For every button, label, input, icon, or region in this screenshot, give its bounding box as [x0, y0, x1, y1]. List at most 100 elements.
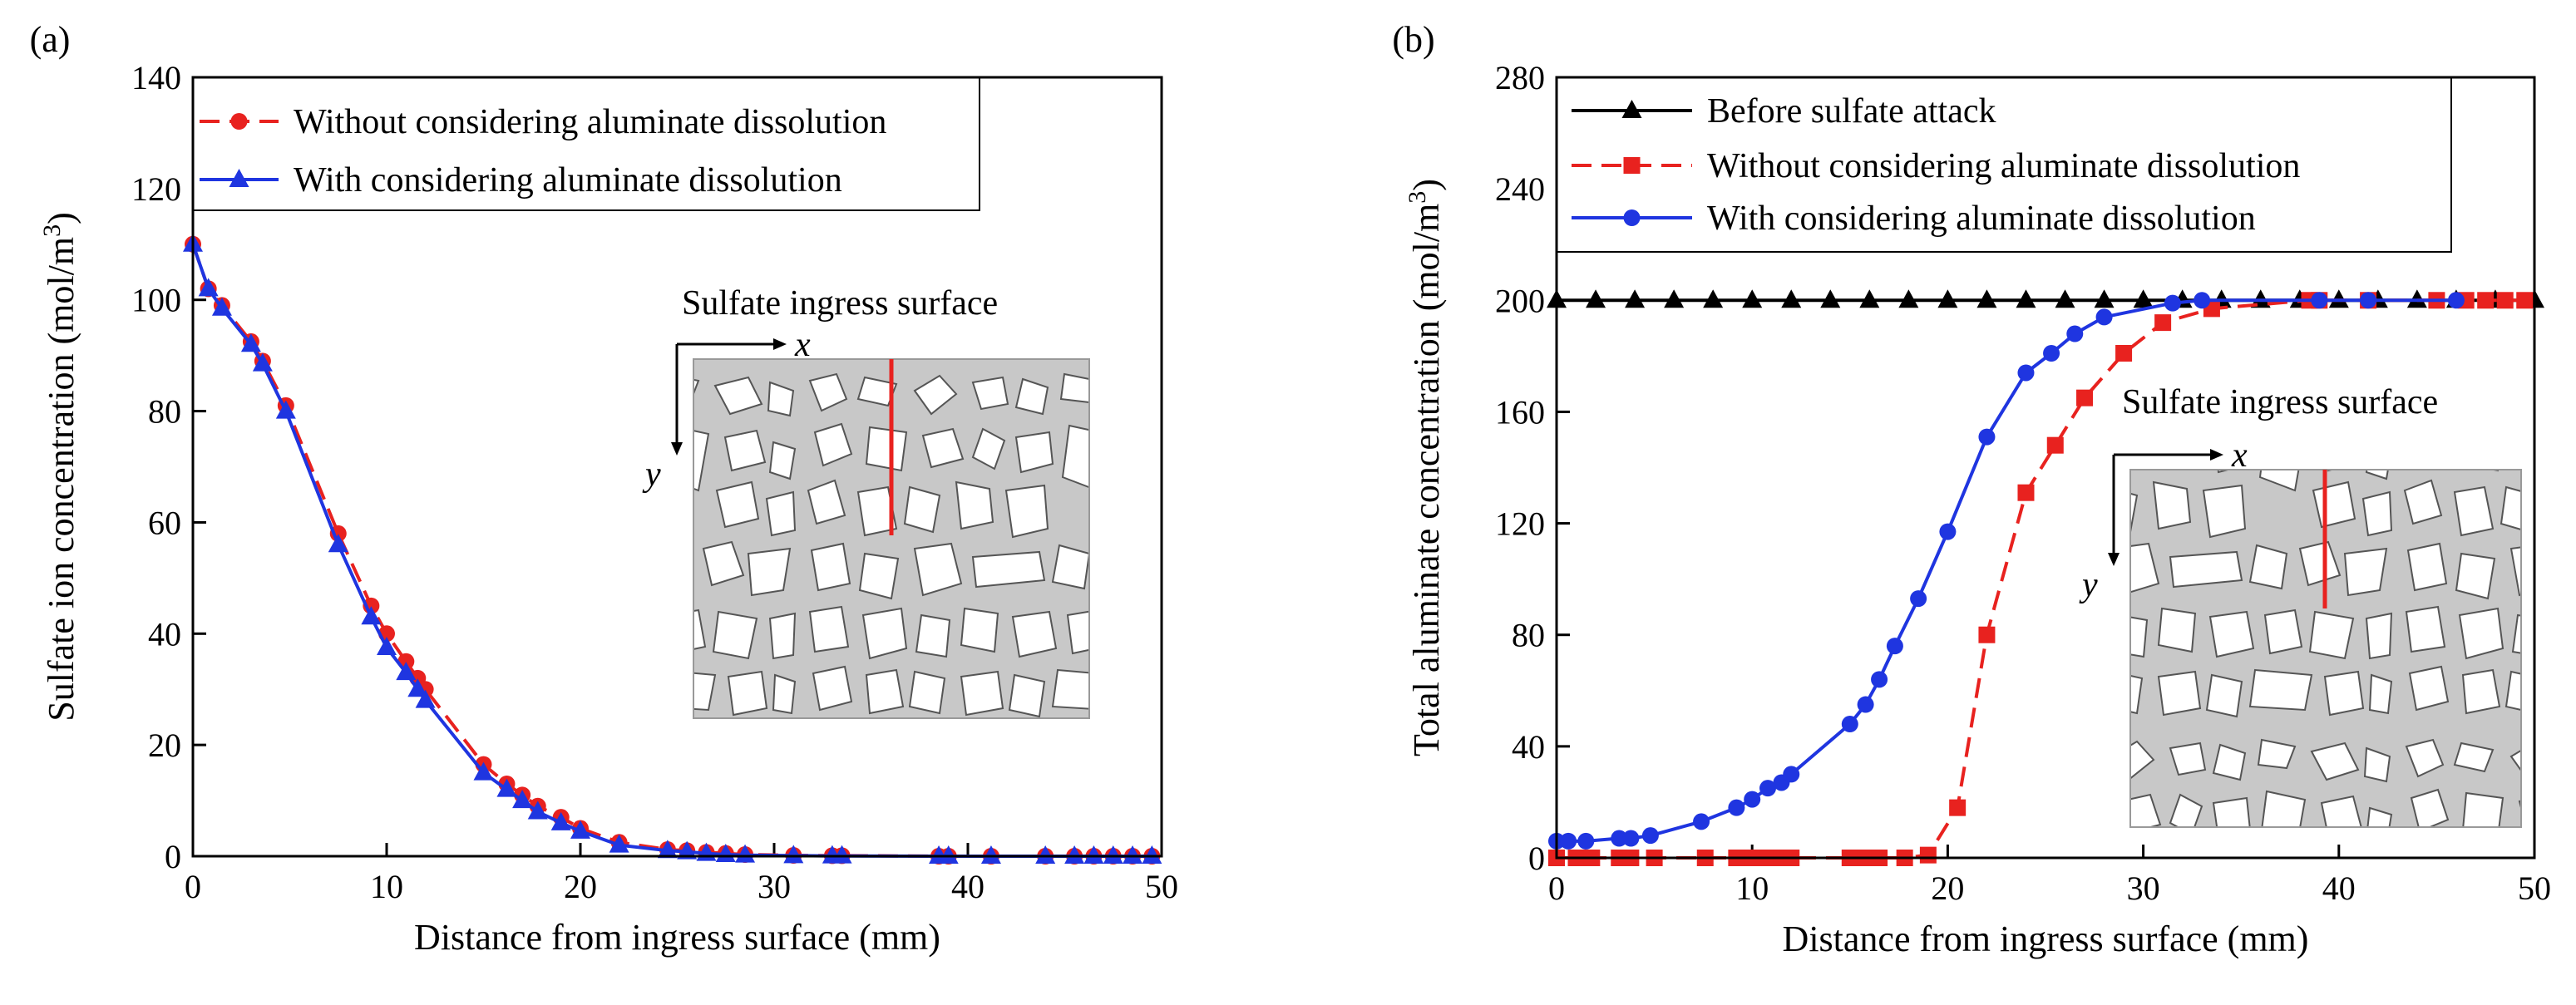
data-point — [2115, 345, 2133, 362]
y-axis-label-end: ) — [41, 212, 81, 224]
y-direction-label: y — [642, 456, 661, 494]
data-point — [527, 801, 548, 820]
data-point — [2066, 325, 2084, 342]
x-axis-label: Distance from ingress surface (mm) — [414, 917, 940, 958]
data-point — [1978, 428, 1996, 446]
data-point — [2477, 292, 2495, 309]
series-line — [1557, 298, 2456, 843]
data-point — [1783, 766, 1800, 783]
x-tick-label: 50 — [1145, 868, 1178, 905]
data-point — [1625, 289, 1646, 308]
y-axis-label-end: ) — [1406, 179, 1447, 191]
y-axis-label-text: Total aluminate concentration (mol/m — [1406, 204, 1447, 756]
x-tick-label: 20 — [564, 868, 597, 905]
legend-label: With considering aluminate dissolution — [1707, 200, 2256, 238]
data-point — [1103, 845, 1123, 864]
data-point — [1871, 671, 1888, 688]
series-3 — [1548, 292, 2465, 850]
y-direction-label: y — [2079, 566, 2098, 604]
legend-marker — [1623, 157, 1641, 174]
y-axis-label: Sulfate ion concentration (mol/m3) — [38, 212, 82, 722]
x-tick-label: 10 — [370, 868, 403, 905]
x-direction-label: x — [2231, 436, 2248, 475]
data-point — [2194, 292, 2211, 309]
data-point — [361, 606, 382, 625]
data-point — [609, 834, 629, 853]
x-tick-label: 40 — [2322, 870, 2356, 907]
data-point — [1759, 780, 1777, 797]
data-point — [1744, 791, 1761, 808]
data-point — [2496, 292, 2514, 309]
data-point — [2406, 289, 2427, 308]
data-point — [783, 845, 804, 864]
data-point — [1622, 830, 1640, 847]
legend-marker — [1621, 100, 1642, 118]
panel-label: (b) — [1392, 19, 1434, 60]
legend-box — [1556, 76, 2452, 253]
data-point — [377, 637, 397, 656]
data-point — [1976, 289, 1997, 308]
legend-label: Before sulfate attack — [1707, 92, 1996, 131]
data-point — [1910, 590, 1927, 608]
data-point — [512, 790, 533, 809]
data-point — [2017, 484, 2035, 501]
data-point — [1577, 832, 1595, 850]
y-tick-label: 200 — [1495, 282, 1545, 319]
legend-label: Without considering aluminate dissolutio… — [294, 103, 886, 141]
y-tick-label: 80 — [148, 393, 181, 431]
data-point — [1664, 289, 1685, 308]
y-tick-label: 40 — [148, 615, 181, 653]
series-1 — [1547, 289, 2544, 308]
y-axis-label-text: Sulfate ion concentration (mol/m — [41, 237, 81, 722]
x-arrowhead — [773, 338, 787, 350]
data-point — [198, 278, 219, 297]
chart-a: (a) 0 10 20 30 40 50 0 20 40 60 80 100 120 140 Distance… — [30, 19, 1178, 958]
data-point — [2017, 364, 2035, 382]
data-point — [1123, 845, 1143, 864]
y-tick-label: 240 — [1495, 170, 1545, 208]
y-axis-label-sup: 3 — [38, 224, 66, 237]
x-direction-label: x — [794, 326, 811, 364]
legend-marker — [1623, 209, 1641, 226]
x-tick-label: 0 — [1548, 870, 1565, 907]
x-tick-label: 30 — [2127, 870, 2160, 907]
x-tick-label: 20 — [1931, 870, 1964, 907]
legend-label: Without considering aluminate dissolutio… — [1707, 147, 2300, 185]
data-point — [657, 840, 678, 859]
data-point — [1886, 638, 1903, 655]
data-point — [252, 352, 273, 372]
data-point — [1586, 289, 1606, 308]
data-point — [2447, 292, 2465, 309]
x-tick-label: 30 — [758, 868, 791, 905]
x-tick-label: 10 — [1735, 870, 1769, 907]
x-arrowhead — [2210, 449, 2223, 461]
inset-title: Sulfate ingress surface — [2122, 383, 2438, 421]
data-point — [1560, 832, 1577, 850]
data-point — [735, 844, 756, 863]
data-point — [2133, 289, 2154, 308]
data-point — [938, 845, 959, 864]
data-point — [1919, 846, 1937, 864]
data-point — [1693, 813, 1710, 830]
x-axis-label: Distance from ingress surface (mm) — [1783, 919, 2309, 959]
data-point — [550, 811, 571, 830]
y-tick-label: 0 — [165, 838, 181, 875]
data-point — [1728, 799, 1745, 816]
data-point — [2311, 292, 2328, 309]
data-point — [240, 333, 261, 352]
y-tick-label: 120 — [1495, 505, 1545, 543]
data-point — [396, 662, 417, 681]
data-point — [211, 297, 232, 316]
data-point — [832, 845, 852, 864]
y-arrowhead — [671, 442, 683, 456]
data-point — [2154, 314, 2172, 332]
plot-frame — [191, 76, 1163, 858]
data-point — [2516, 292, 2534, 309]
panel-label: (a) — [30, 19, 71, 60]
data-point — [2164, 294, 2181, 312]
data-point — [1857, 696, 1874, 713]
data-point — [2076, 389, 2094, 406]
data-point — [407, 678, 428, 697]
data-point — [1703, 289, 1724, 308]
